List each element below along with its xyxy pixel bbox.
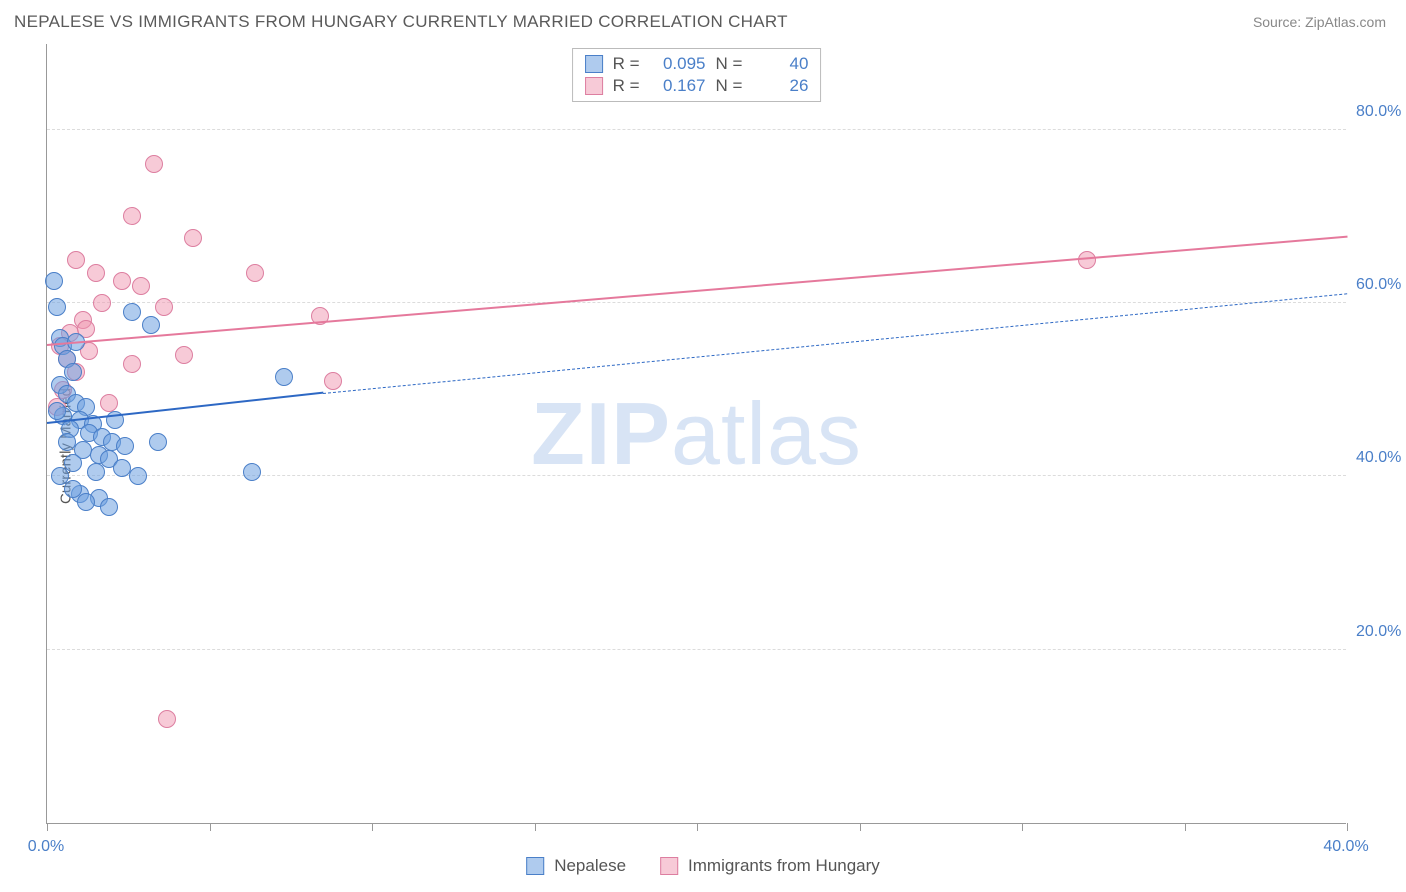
x-tick <box>535 823 536 831</box>
scatter-point <box>93 294 111 312</box>
scatter-point <box>184 229 202 247</box>
stat-n-value: 26 <box>752 76 808 96</box>
scatter-point <box>100 498 118 516</box>
scatter-point <box>64 480 82 498</box>
stat-r-value: 0.167 <box>650 76 706 96</box>
scatter-point <box>87 264 105 282</box>
legend-swatch <box>585 55 603 73</box>
scatter-point <box>67 251 85 269</box>
stats-row: R = 0.167 N = 26 <box>585 75 809 97</box>
scatter-point <box>324 372 342 390</box>
watermark: ZIPatlas <box>531 383 862 485</box>
y-tick-label: 20.0% <box>1356 623 1406 641</box>
x-tick <box>860 823 861 831</box>
scatter-point <box>48 298 66 316</box>
y-tick-label: 60.0% <box>1356 276 1406 294</box>
scatter-point <box>113 272 131 290</box>
stats-row: R = 0.095 N = 40 <box>585 53 809 75</box>
gridline-h <box>47 475 1346 476</box>
scatter-point <box>175 346 193 364</box>
scatter-point <box>100 394 118 412</box>
x-tick <box>372 823 373 831</box>
x-tick-label: 0.0% <box>28 838 64 856</box>
chart-plot-area: ZIPatlas R =0.095N =40R =0.167N =26 20.0… <box>46 44 1346 824</box>
stat-r-value: 0.095 <box>650 54 706 74</box>
legend-label: Nepalese <box>554 856 626 876</box>
gridline-h <box>47 649 1346 650</box>
scatter-point <box>113 459 131 477</box>
scatter-point <box>149 433 167 451</box>
gridline-h <box>47 129 1346 130</box>
legend-item: Immigrants from Hungary <box>660 856 880 876</box>
stat-r-label: R = <box>613 54 640 74</box>
scatter-point <box>243 463 261 481</box>
legend-label: Immigrants from Hungary <box>688 856 880 876</box>
gridline-h <box>47 302 1346 303</box>
scatter-point <box>45 272 63 290</box>
scatter-point <box>77 493 95 511</box>
stat-n-label: N = <box>716 76 743 96</box>
x-tick <box>47 823 48 831</box>
scatter-point <box>116 437 134 455</box>
trend-line <box>47 236 1347 346</box>
scatter-point <box>48 402 66 420</box>
legend-swatch <box>585 77 603 95</box>
legend-item: Nepalese <box>526 856 626 876</box>
stats-legend-box: R = 0.095 N = 40 R = 0.167 N = 26 <box>572 48 822 102</box>
stat-n-label: N = <box>716 54 743 74</box>
scatter-point <box>123 355 141 373</box>
scatter-point <box>123 303 141 321</box>
legend-swatch <box>526 857 544 875</box>
scatter-point <box>132 277 150 295</box>
series-legend: Nepalese Immigrants from Hungary <box>526 856 880 876</box>
x-tick-label: 40.0% <box>1323 838 1368 856</box>
chart-title: NEPALESE VS IMMIGRANTS FROM HUNGARY CURR… <box>14 12 788 32</box>
y-tick-label: 80.0% <box>1356 103 1406 121</box>
source-label: Source: ZipAtlas.com <box>1253 14 1386 30</box>
scatter-point <box>155 298 173 316</box>
scatter-point <box>142 316 160 334</box>
scatter-point <box>123 207 141 225</box>
x-tick <box>210 823 211 831</box>
scatter-point <box>129 467 147 485</box>
watermark-bold: ZIP <box>531 384 671 483</box>
scatter-point <box>87 463 105 481</box>
scatter-point <box>145 155 163 173</box>
y-tick-label: 40.0% <box>1356 449 1406 467</box>
watermark-rest: atlas <box>671 384 862 483</box>
scatter-point <box>275 368 293 386</box>
x-tick <box>1347 823 1348 831</box>
stat-r-label: R = <box>613 76 640 96</box>
stat-n-value: 40 <box>752 54 808 74</box>
scatter-point <box>58 433 76 451</box>
x-tick <box>1185 823 1186 831</box>
legend-swatch <box>660 857 678 875</box>
x-tick <box>1022 823 1023 831</box>
x-tick <box>697 823 698 831</box>
scatter-point <box>246 264 264 282</box>
scatter-point <box>158 710 176 728</box>
